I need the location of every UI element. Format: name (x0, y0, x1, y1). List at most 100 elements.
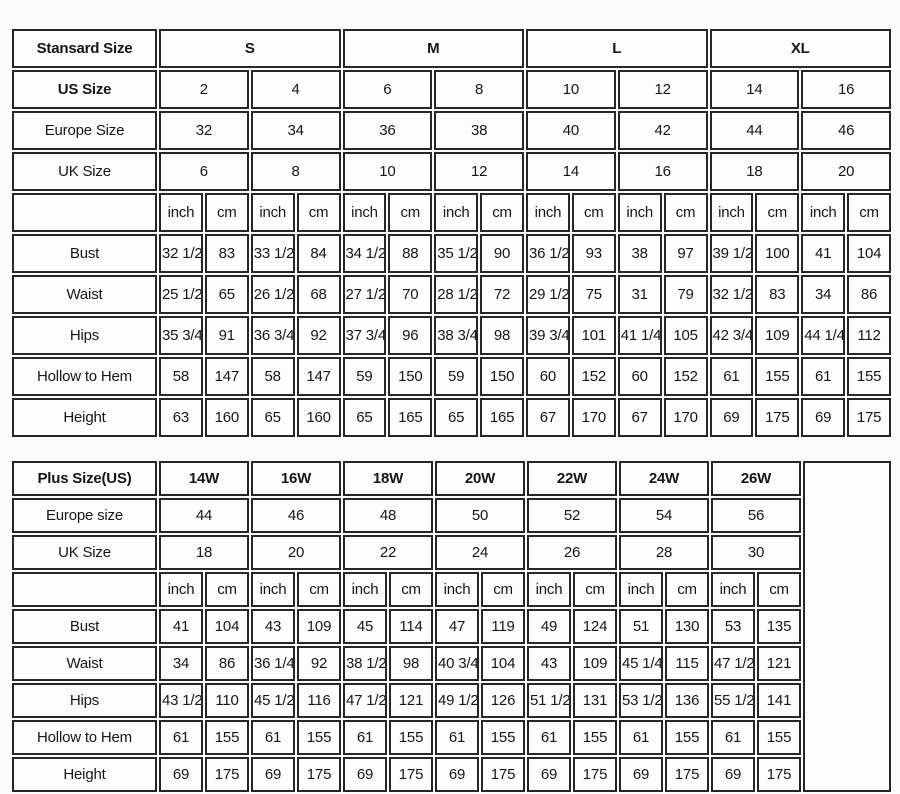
size-value-cell: 30 (711, 535, 801, 570)
unit-cm-header: cm (481, 572, 525, 607)
measurement-value-cell: 150 (480, 357, 524, 396)
measurement-value-cell: 155 (389, 720, 433, 755)
measurement-value-cell: 100 (755, 234, 800, 273)
size-value-cell: 46 (251, 498, 341, 533)
measurement-value-cell: 59 (434, 357, 479, 396)
unit-inch-header: inch (434, 193, 479, 232)
unit-inch-header: inch (250, 193, 295, 232)
measurement-value-cell: 70 (388, 275, 433, 314)
measurement-value-cell: 104 (481, 646, 525, 681)
unit-inch-header: inch (159, 572, 203, 607)
measurement-value-cell: 98 (389, 646, 433, 681)
measurement-value-cell: 121 (389, 683, 433, 718)
measurement-value-cell: 59 (342, 357, 387, 396)
measurement-value-cell: 135 (757, 609, 801, 644)
measurement-value-cell: 91 (204, 316, 249, 355)
measurement-value-cell: 160 (296, 398, 341, 437)
measurement-value-cell: 114 (389, 609, 433, 644)
size-value-cell: 40 (526, 111, 616, 150)
measurement-value-cell: 155 (481, 720, 525, 755)
measurement-value-cell: 170 (571, 398, 616, 437)
size-value-cell: 18 (159, 535, 249, 570)
measurement-value-cell: 41 (801, 234, 846, 273)
measurement-value-cell: 155 (755, 357, 800, 396)
measurement-value-cell: 121 (757, 646, 801, 681)
row-label: Waist (12, 275, 157, 314)
size-value-cell: 12 (434, 152, 524, 191)
size-value-cell: 14 (526, 152, 616, 191)
measurement-value-cell: 55 1/2 (711, 683, 755, 718)
measurement-value-cell: 147 (204, 357, 249, 396)
row-label: Hips (12, 683, 157, 718)
size-group-header: 22W (527, 461, 617, 496)
unit-cm-header: cm (755, 193, 800, 232)
size-group-header: M (342, 29, 524, 68)
size-value-cell: 54 (619, 498, 709, 533)
measurement-value-cell: 175 (757, 757, 801, 792)
measurement-value-cell: 36 1/4 (251, 646, 295, 681)
measurement-value-cell: 35 3/4 (159, 316, 203, 355)
measurement-value-cell: 36 1/2 (526, 234, 570, 273)
measurement-value-cell: 72 (480, 275, 524, 314)
measurement-value-cell: 38 1/2 (343, 646, 387, 681)
measurement-value-cell: 109 (573, 646, 617, 681)
measurement-value-cell: 69 (435, 757, 479, 792)
size-group-header: 16W (251, 461, 341, 496)
measurement-value-cell: 69 (159, 757, 203, 792)
measurement-value-cell: 86 (847, 275, 891, 314)
measurement-value-cell: 39 3/4 (526, 316, 570, 355)
table-title: Plus Size(US) (12, 461, 157, 496)
measurement-value-cell: 116 (297, 683, 341, 718)
measurement-value-cell: 41 (159, 609, 203, 644)
measurement-value-cell: 115 (665, 646, 709, 681)
unit-cm-header: cm (757, 572, 801, 607)
measurement-value-cell: 43 (251, 609, 295, 644)
size-value-cell: 8 (250, 152, 341, 191)
measurement-value-cell: 61 (619, 720, 663, 755)
measurement-value-cell: 45 (343, 609, 387, 644)
size-value-cell: 6 (342, 70, 433, 109)
size-group-header: XL (709, 29, 891, 68)
measurement-value-cell: 69 (251, 757, 295, 792)
size-value-cell: 16 (801, 70, 891, 109)
size-value-cell: 46 (801, 111, 891, 150)
measurement-value-cell: 83 (204, 234, 249, 273)
row-label: Height (12, 757, 157, 792)
measurement-value-cell: 69 (801, 398, 846, 437)
row-label: Bust (12, 609, 157, 644)
unit-cm-header: cm (480, 193, 524, 232)
size-group-header: S (159, 29, 341, 68)
measurement-value-cell: 53 1/2 (619, 683, 663, 718)
unit-inch-header: inch (526, 193, 570, 232)
size-value-cell: 38 (434, 111, 524, 150)
measurement-value-cell: 175 (297, 757, 341, 792)
measurement-value-cell: 175 (205, 757, 249, 792)
size-value-cell: 56 (711, 498, 801, 533)
measurement-value-cell: 32 1/2 (159, 234, 203, 273)
size-value-cell: 42 (617, 111, 708, 150)
measurement-value-cell: 97 (663, 234, 708, 273)
measurement-value-cell: 37 3/4 (342, 316, 387, 355)
size-value-cell: 12 (617, 70, 708, 109)
unit-cm-header: cm (663, 193, 708, 232)
measurement-value-cell: 61 (435, 720, 479, 755)
size-value-cell: 16 (617, 152, 708, 191)
measurement-value-cell: 61 (709, 357, 754, 396)
measurement-value-cell: 150 (388, 357, 433, 396)
unit-inch-header: inch (251, 572, 295, 607)
measurement-value-cell: 69 (711, 757, 755, 792)
measurement-value-cell: 165 (480, 398, 524, 437)
measurement-value-cell: 47 1/2 (343, 683, 387, 718)
measurement-value-cell: 65 (204, 275, 249, 314)
measurement-value-cell: 53 (711, 609, 755, 644)
size-value-cell: 44 (159, 498, 249, 533)
measurement-value-cell: 68 (296, 275, 341, 314)
measurement-value-cell: 32 1/2 (709, 275, 754, 314)
measurement-value-cell: 175 (481, 757, 525, 792)
size-value-cell: 4 (250, 70, 341, 109)
measurement-value-cell: 155 (297, 720, 341, 755)
size-value-cell: 44 (709, 111, 800, 150)
unit-cm-header: cm (205, 572, 249, 607)
measurement-value-cell: 31 (617, 275, 662, 314)
